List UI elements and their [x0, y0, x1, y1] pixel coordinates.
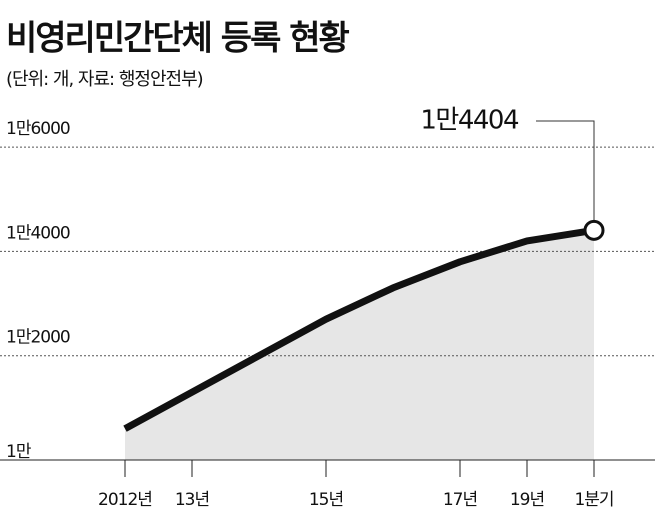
y-tick-label: 1만6000: [6, 119, 70, 139]
x-tick-label: 1분기: [574, 490, 613, 510]
x-tick-label: 13년: [175, 490, 209, 510]
value-label: 1만4404: [420, 106, 519, 136]
leader-line: [536, 120, 595, 231]
chart-subtitle: (단위: 개, 자료: 행정안전부): [6, 69, 203, 90]
chart-title: 비영리민간단체 등록 현황: [6, 19, 349, 59]
line: [123, 226, 595, 432]
point-marker: [583, 219, 605, 241]
area: [125, 230, 594, 460]
y-tick-label: 1만: [6, 442, 32, 462]
y-tick-label: 1만4000: [6, 223, 70, 243]
x-tick-label: 19년: [510, 490, 544, 510]
x-tick-label: 2012년: [98, 490, 152, 510]
x-tick-label: 15년: [309, 490, 343, 510]
y-tick-label: 1만2000: [6, 328, 70, 348]
x-tick-label: 17년: [443, 490, 477, 510]
